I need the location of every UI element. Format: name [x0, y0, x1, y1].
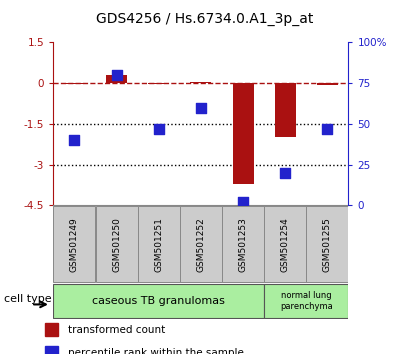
- FancyBboxPatch shape: [180, 206, 221, 282]
- Text: GSM501253: GSM501253: [238, 217, 247, 272]
- FancyBboxPatch shape: [53, 284, 263, 318]
- Text: GSM501254: GSM501254: [280, 217, 289, 272]
- Text: caseous TB granulomas: caseous TB granulomas: [92, 296, 225, 306]
- Text: GSM501255: GSM501255: [322, 217, 331, 272]
- FancyBboxPatch shape: [53, 206, 95, 282]
- Point: [113, 72, 119, 78]
- Bar: [148, 83, 169, 84]
- FancyBboxPatch shape: [263, 284, 348, 318]
- Bar: [106, 75, 127, 83]
- FancyBboxPatch shape: [137, 206, 179, 282]
- Point: [239, 199, 246, 205]
- Bar: [45, 346, 58, 354]
- Text: cell type: cell type: [4, 294, 52, 304]
- Text: normal lung
parenchyma: normal lung parenchyma: [279, 291, 332, 310]
- Point: [71, 137, 77, 143]
- Text: GSM501252: GSM501252: [196, 217, 205, 272]
- Bar: [232, 83, 253, 184]
- Text: GSM501251: GSM501251: [154, 217, 163, 272]
- FancyBboxPatch shape: [306, 206, 348, 282]
- FancyBboxPatch shape: [95, 206, 137, 282]
- Bar: [190, 82, 211, 83]
- FancyBboxPatch shape: [263, 206, 306, 282]
- Point: [281, 170, 288, 176]
- Text: transformed count: transformed count: [68, 325, 165, 335]
- Point: [197, 105, 204, 110]
- FancyBboxPatch shape: [222, 206, 263, 282]
- Bar: [45, 323, 58, 336]
- Point: [155, 126, 162, 132]
- Text: GDS4256 / Hs.6734.0.A1_3p_at: GDS4256 / Hs.6734.0.A1_3p_at: [96, 12, 313, 27]
- Bar: [64, 83, 85, 84]
- Text: GSM501250: GSM501250: [112, 217, 121, 272]
- Bar: [274, 83, 295, 137]
- Text: GSM501249: GSM501249: [70, 217, 79, 272]
- Bar: [316, 83, 337, 85]
- Point: [324, 126, 330, 132]
- Text: percentile rank within the sample: percentile rank within the sample: [68, 348, 243, 354]
